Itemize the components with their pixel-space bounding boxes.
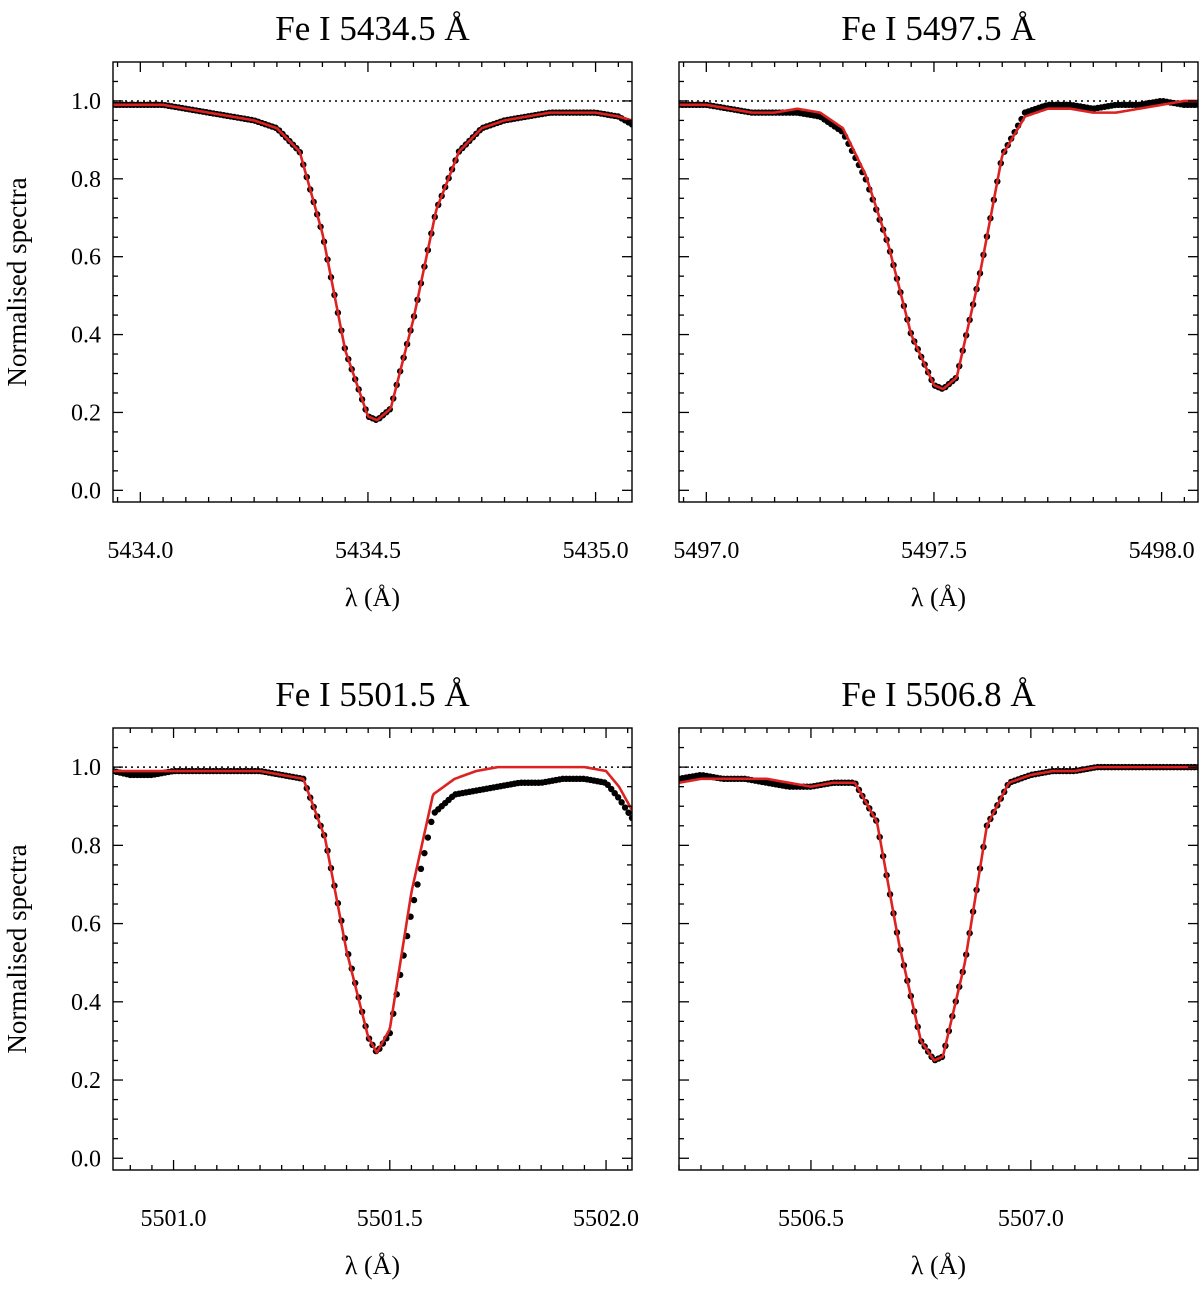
x-tick-label: 5507.0: [998, 1206, 1064, 1232]
plot-frame: [678, 727, 1199, 1171]
y-axis-label: Normalised spectra: [2, 844, 32, 1053]
y-tick-label: 0.8: [71, 833, 101, 859]
x-tick-label: 5434.0: [107, 538, 173, 564]
y-tick-label: 0.6: [71, 912, 101, 938]
y-tick-label: 1.0: [71, 755, 101, 781]
panel-title: Fe I 5506.8 Å: [841, 675, 1036, 714]
x-tick-label: 5501.5: [357, 1206, 423, 1232]
panel-title: Fe I 5497.5 Å: [841, 9, 1036, 48]
observed-point: [628, 121, 632, 128]
x-tick-label: 5435.0: [563, 538, 629, 564]
observed-point: [421, 849, 428, 857]
plot-frame: [112, 61, 633, 503]
observed-point: [625, 809, 632, 816]
x-axis-label: λ (Å): [345, 1251, 400, 1280]
x-tick-label: 5497.0: [673, 538, 739, 564]
panel-4: Fe I 5506.8 Å 5506.5 5507.0 λ (Å): [678, 675, 1199, 1280]
observed-point: [621, 804, 629, 811]
panel-title: Fe I 5434.5 Å: [275, 9, 470, 48]
y-tick-label: 0.0: [71, 478, 101, 504]
observed-point: [428, 818, 435, 826]
model-line: [113, 103, 632, 422]
panel-title: Fe I 5501.5 Å: [275, 675, 470, 714]
panel-3: Fe I 5501.5 Å 0.0 0.2 0.4 0.6 0.8 1.0 5501.0 550…: [2, 675, 639, 1280]
panel-2: Fe I 5497.5 Å 5497.0 5497.5 5498.0 λ (Å): [673, 9, 1199, 612]
observed-point: [410, 896, 418, 904]
y-tick-label: 0.0: [71, 1146, 101, 1172]
y-tick-label: 0.4: [71, 990, 101, 1016]
panels-group: Fe I 5434.5 Å 0.0 0.2 0.4 0.6 0.8 1.0 5434.0 543…: [2, 9, 1199, 1280]
y-tick-label: 0.6: [71, 245, 101, 271]
observed-point: [414, 881, 421, 888]
observed-point: [614, 794, 622, 801]
x-tick-label: 5497.5: [901, 538, 967, 564]
model-line: [679, 99, 1198, 391]
y-tick-label: 0.8: [71, 167, 101, 193]
plot-frame: [112, 727, 633, 1171]
x-tick-label: 5502.0: [573, 1206, 639, 1232]
observed-point: [618, 799, 625, 806]
plot-frame: [678, 61, 1199, 503]
x-axis-label: λ (Å): [345, 583, 400, 612]
y-tick-label: 0.2: [71, 400, 101, 426]
x-tick-label: 5434.5: [335, 538, 401, 564]
model-line: [679, 765, 1198, 1062]
panel-1: Fe I 5434.5 Å 0.0 0.2 0.4 0.6 0.8 1.0 5434.0 543…: [2, 9, 633, 612]
y-axis-label: Normalised spectra: [2, 177, 32, 386]
x-axis-label: λ (Å): [911, 1251, 966, 1280]
x-tick-label: 5501.0: [141, 1206, 207, 1232]
observed-point: [628, 814, 632, 822]
observed-point: [1194, 101, 1198, 109]
y-tick-label: 0.2: [71, 1068, 101, 1094]
y-tick-label: 1.0: [71, 89, 101, 115]
x-tick-label: 5498.0: [1129, 538, 1195, 564]
model-line: [113, 765, 632, 1054]
x-axis-label: λ (Å): [911, 583, 966, 612]
y-tick-label: 0.4: [71, 323, 101, 349]
x-tick-label: 5506.5: [778, 1206, 844, 1232]
observed-point: [424, 834, 432, 841]
observed-point: [417, 865, 425, 873]
